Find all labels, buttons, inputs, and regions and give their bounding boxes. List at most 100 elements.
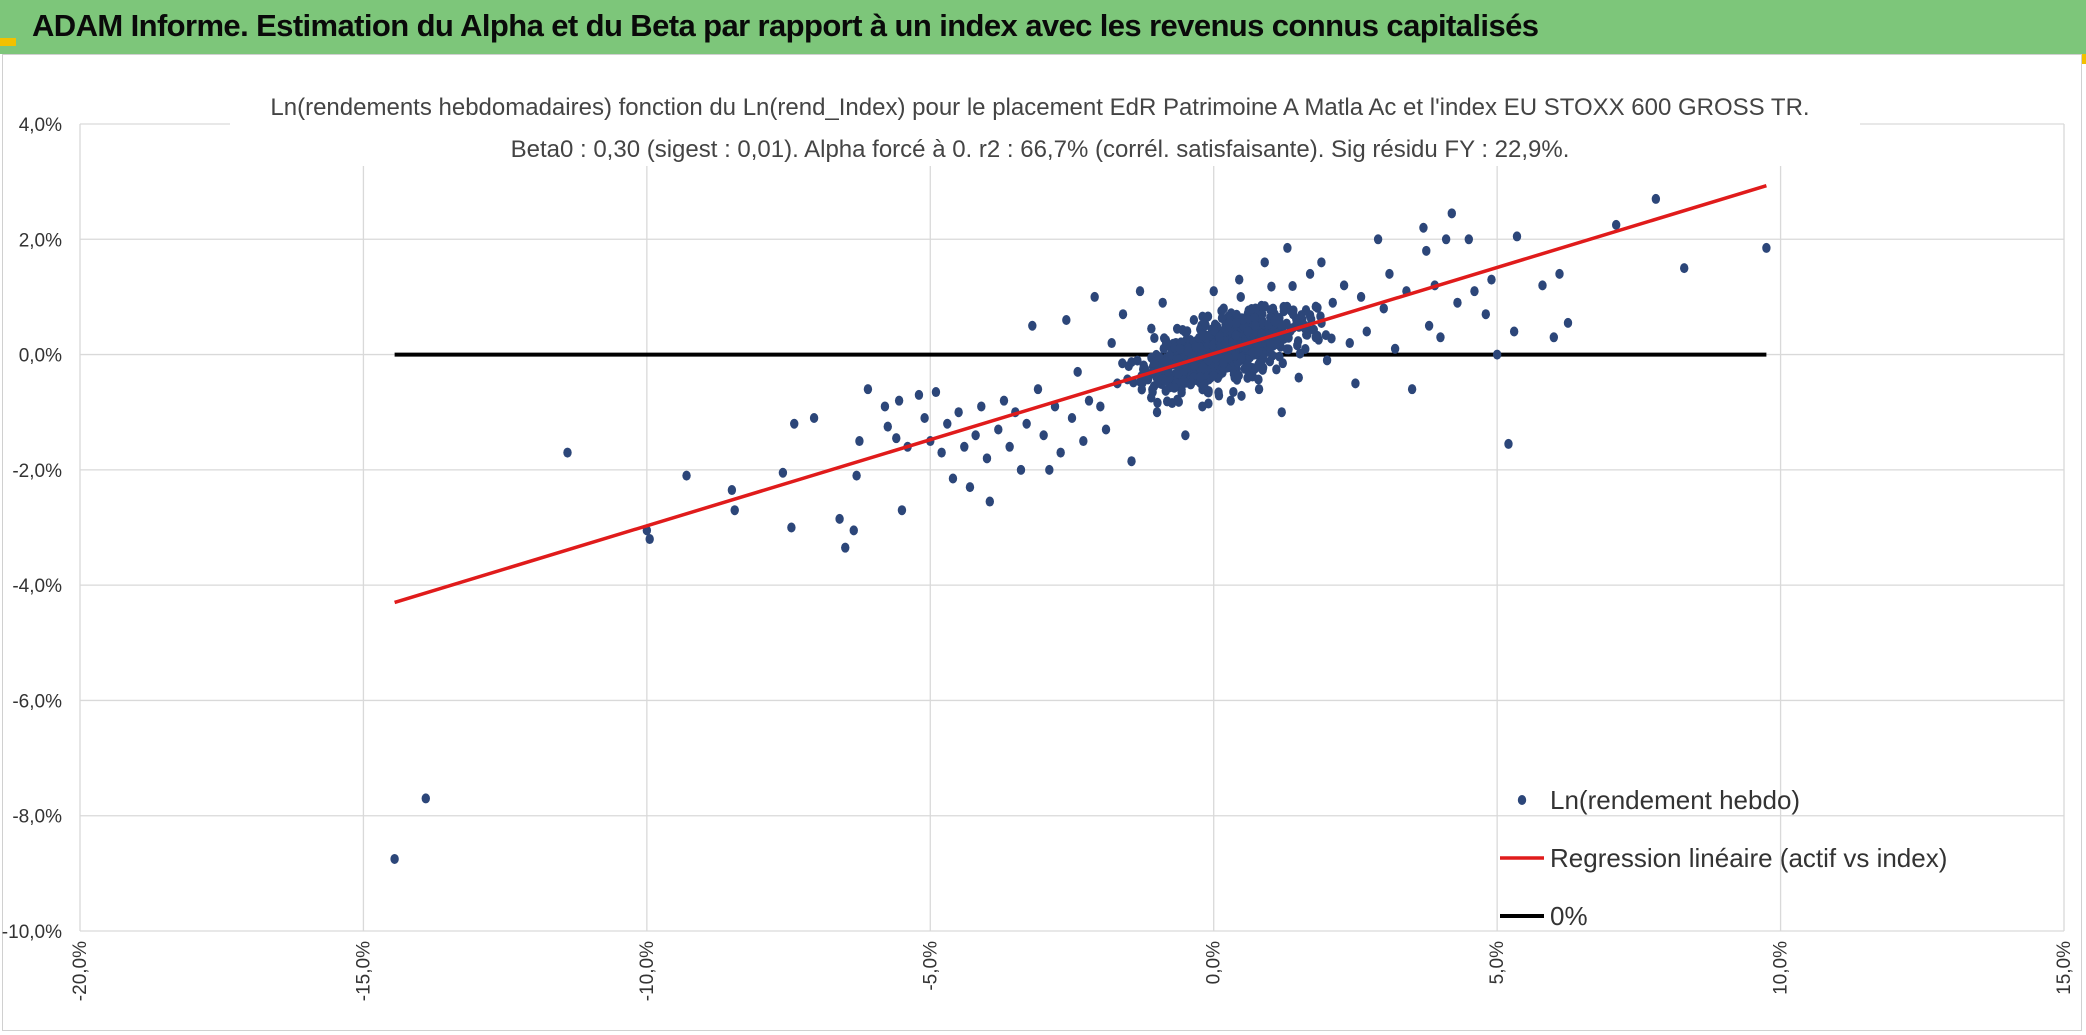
data-point	[1277, 319, 1286, 330]
data-point	[1422, 245, 1431, 256]
data-point	[809, 412, 819, 423]
data-point	[1293, 340, 1302, 351]
data-point	[1062, 314, 1071, 325]
data-point	[1311, 332, 1320, 343]
data-point	[960, 441, 969, 452]
data-point	[1198, 362, 1208, 373]
axes: -20,0% -15,0% -10,0% -5,0% 0,0% 5,0% 10,0% 15,0…	[2, 115, 2075, 1001]
data-point	[1345, 338, 1354, 349]
data-point	[1189, 314, 1199, 325]
data-point	[852, 470, 861, 481]
data-point	[948, 473, 958, 484]
data-point	[1487, 274, 1496, 285]
data-point	[1247, 304, 1256, 315]
data-point	[1198, 330, 1208, 341]
data-point	[1157, 358, 1167, 369]
data-point	[943, 418, 952, 429]
data-point	[1538, 280, 1547, 291]
data-point	[1150, 333, 1159, 344]
y-tick-label: -10,0%	[2, 922, 62, 943]
data-point	[1147, 323, 1156, 334]
data-point	[1209, 286, 1218, 297]
data-point	[1549, 332, 1559, 343]
chart-title: Ln(rendements hebdomadaires) fonction du…	[270, 94, 1809, 121]
chart-area	[2, 54, 2082, 1031]
data-point	[863, 384, 873, 395]
data-point	[1237, 390, 1246, 401]
data-point	[563, 447, 572, 458]
data-point	[1118, 358, 1127, 369]
data-point	[1492, 349, 1502, 360]
data-point	[1016, 464, 1026, 475]
x-tick-label: -5,0%	[920, 941, 941, 991]
data-point	[1203, 311, 1213, 322]
data-point	[1254, 384, 1264, 395]
data-point	[1260, 257, 1269, 268]
data-point	[1236, 291, 1245, 302]
data-point	[892, 433, 901, 444]
data-point	[1067, 412, 1077, 423]
data-point	[1288, 281, 1297, 292]
scatter-points	[390, 193, 1771, 864]
data-point	[1762, 242, 1771, 253]
legend: Ln(rendement hebdo) Regression linéaire (…	[1500, 785, 1947, 931]
data-point	[1385, 268, 1394, 279]
y-tick-label: -2,0%	[12, 461, 62, 482]
data-point	[1424, 320, 1434, 331]
data-point	[1133, 355, 1142, 366]
data-point	[790, 418, 799, 429]
data-point	[1258, 308, 1267, 319]
data-point	[1254, 374, 1263, 385]
data-point	[1305, 310, 1315, 321]
data-point	[1407, 384, 1417, 395]
data-point	[1267, 281, 1276, 292]
data-point	[1328, 297, 1337, 308]
data-point	[1056, 447, 1065, 458]
data-point	[1169, 382, 1179, 393]
data-point	[920, 412, 929, 423]
x-tick-label: -15,0%	[353, 941, 374, 1001]
data-point	[880, 401, 890, 412]
data-point	[1464, 234, 1474, 245]
data-point	[1234, 370, 1243, 381]
x-tick-label: 15,0%	[2054, 941, 2075, 995]
data-point	[1243, 372, 1252, 383]
data-point	[1153, 397, 1162, 408]
data-point	[1390, 343, 1400, 354]
data-point	[1258, 353, 1268, 364]
data-point	[1512, 231, 1522, 242]
legend-label: 0%	[1550, 901, 1588, 931]
data-point	[1161, 335, 1171, 346]
data-point	[835, 513, 844, 524]
data-point	[1161, 375, 1170, 386]
data-point	[1313, 302, 1322, 313]
data-point	[1268, 303, 1278, 314]
data-point	[1191, 342, 1201, 353]
legend-label: Regression linéaire (actif vs index)	[1550, 843, 1947, 873]
data-point	[1101, 424, 1111, 435]
data-point	[1118, 309, 1128, 320]
data-point	[1045, 464, 1054, 475]
data-point	[1139, 360, 1148, 371]
data-point	[1270, 316, 1279, 327]
data-point	[1265, 356, 1275, 367]
data-point	[1224, 352, 1233, 363]
data-point	[1297, 310, 1306, 321]
data-point	[727, 485, 737, 496]
data-point	[1079, 436, 1088, 447]
data-point	[1158, 297, 1167, 308]
data-point	[1282, 344, 1292, 355]
data-point	[1022, 418, 1031, 429]
data-point	[1250, 312, 1259, 323]
data-point	[1196, 372, 1205, 383]
regression-line	[394, 184, 1767, 605]
data-point	[421, 793, 430, 804]
data-point	[1033, 384, 1043, 395]
data-point	[1356, 291, 1366, 302]
data-point	[1419, 222, 1428, 233]
banner-title: ADAM Informe. Estimation du Alpha et du …	[32, 8, 1539, 43]
data-point	[982, 453, 992, 464]
data-point	[1005, 441, 1014, 452]
data-point	[994, 424, 1003, 435]
